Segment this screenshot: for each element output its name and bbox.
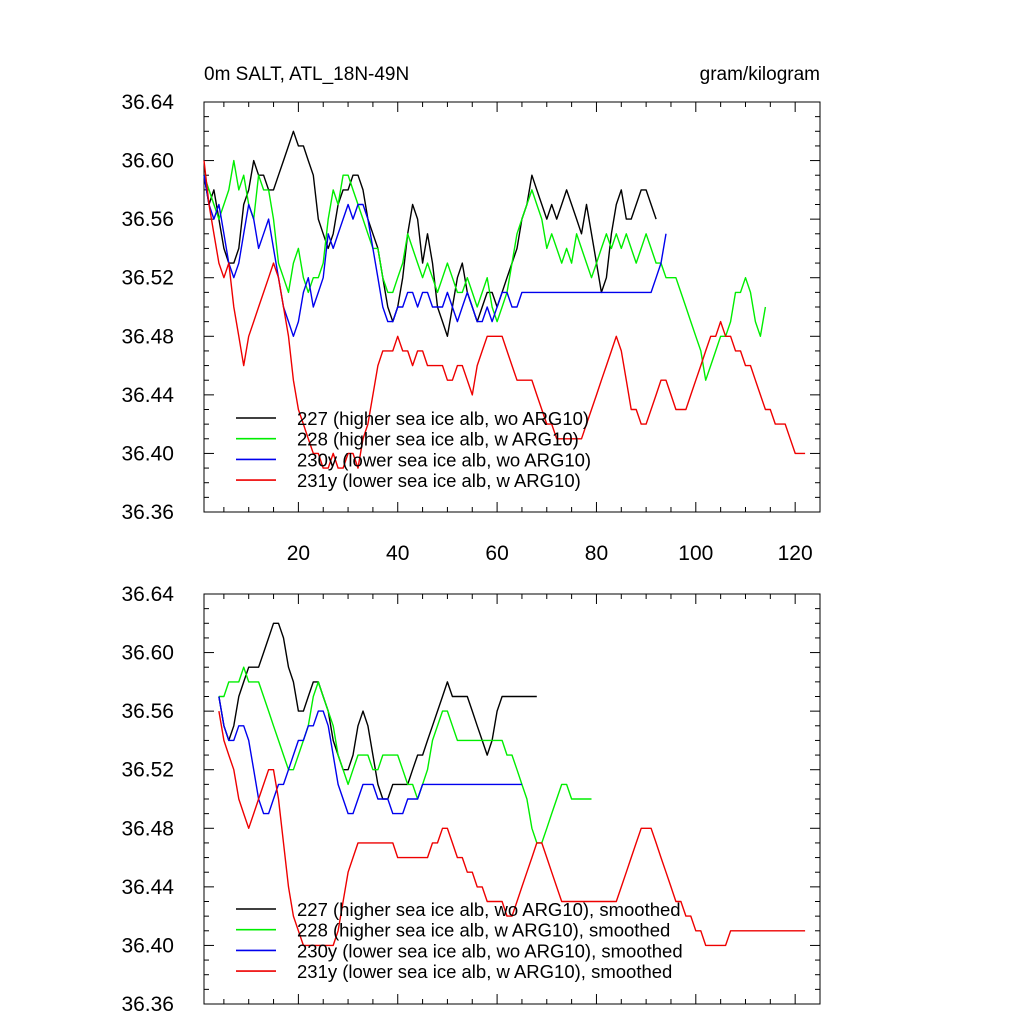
y-tick-label: 36.60 xyxy=(121,150,174,173)
y-tick-label: 36.40 xyxy=(121,442,174,465)
series-line-s228 xyxy=(218,666,592,844)
units-label: gram/kilogram xyxy=(699,64,820,85)
x-tick-label: 80 xyxy=(585,542,608,565)
chart-title: 0m SALT, ATL_18N-49N xyxy=(204,64,410,85)
legend-label-s230: 230y (lower sea ice alb, wo ARG10) xyxy=(297,449,591,470)
y-tick-label: 36.52 xyxy=(121,267,174,290)
plot-2: 36.36 36.40 36.44 36.48 36.52 36.56 36.60 36.64… xyxy=(121,583,821,1016)
legend-label-s231: 231y (lower sea ice alb, w ARG10), smoot… xyxy=(297,961,672,982)
y-tick-label: 36.56 xyxy=(121,700,174,723)
series-line-s231 xyxy=(203,160,806,469)
legend-label-s227: 227 (higher sea ice alb, wo ARG10) xyxy=(297,408,589,429)
y-tick-label: 36.40 xyxy=(121,934,174,957)
legend-label-s230: 230y (lower sea ice alb, wo ARG10), smoo… xyxy=(297,940,683,961)
series-line-s228 xyxy=(203,159,767,381)
y-tick-label: 36.64 xyxy=(121,583,174,606)
y-tick-label: 36.64 xyxy=(121,91,174,114)
y-tick-label: 36.44 xyxy=(121,876,174,899)
x-tick-label: 60 xyxy=(485,542,508,565)
y-tick-label: 36.56 xyxy=(121,208,174,231)
series-line-s227 xyxy=(218,622,537,800)
series-line-s227 xyxy=(203,130,657,337)
legend-label-s231: 231y (lower sea ice alb, w ARG10) xyxy=(297,470,581,491)
x-tick-label: 100 xyxy=(678,542,713,565)
x-tick-label: 40 xyxy=(386,542,409,565)
series-line-s231 xyxy=(218,710,806,947)
legend-label-s228: 228 (higher sea ice alb, w ARG10) xyxy=(297,429,579,450)
legend-label-s227: 227 (higher sea ice alb, wo ARG10), smoo… xyxy=(297,899,681,920)
y-tick-label: 36.44 xyxy=(121,384,174,407)
plot-1: 36.36 36.40 36.44 36.48 36.52 36.56 36.60 36.64… xyxy=(121,91,821,565)
y-tick-label: 36.48 xyxy=(121,817,174,840)
y-tick-label: 36.36 xyxy=(121,501,174,524)
x-tick-label: 20 xyxy=(287,542,310,565)
series-line-s230 xyxy=(203,175,667,337)
y-tick-label: 36.52 xyxy=(121,759,174,782)
y-tick-label: 36.36 xyxy=(121,993,174,1016)
series-line-s230 xyxy=(218,696,522,815)
legend-label-s228: 228 (higher sea ice alb, w ARG10), smoot… xyxy=(297,920,670,941)
y-tick-label: 36.60 xyxy=(121,642,174,665)
x-tick-label: 120 xyxy=(778,542,813,565)
y-tick-label: 36.48 xyxy=(121,325,174,348)
